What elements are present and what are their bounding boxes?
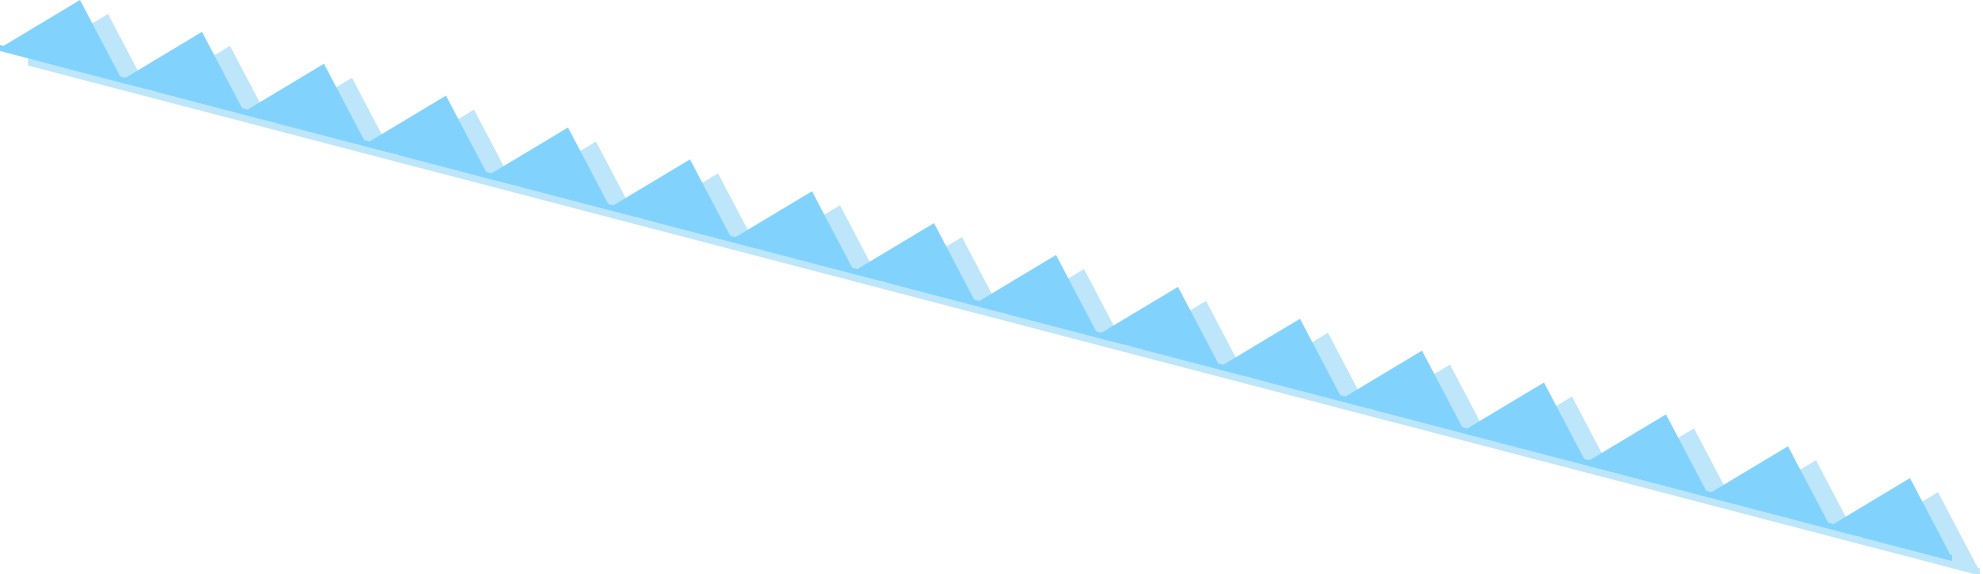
sawtooth-main-baseline (0, 45, 1952, 561)
sawtooth-main-teeth (0, 0, 1952, 558)
sawtooth-main-layer (0, 0, 1952, 561)
sawtooth-shadow-baseline (28, 58, 1980, 574)
